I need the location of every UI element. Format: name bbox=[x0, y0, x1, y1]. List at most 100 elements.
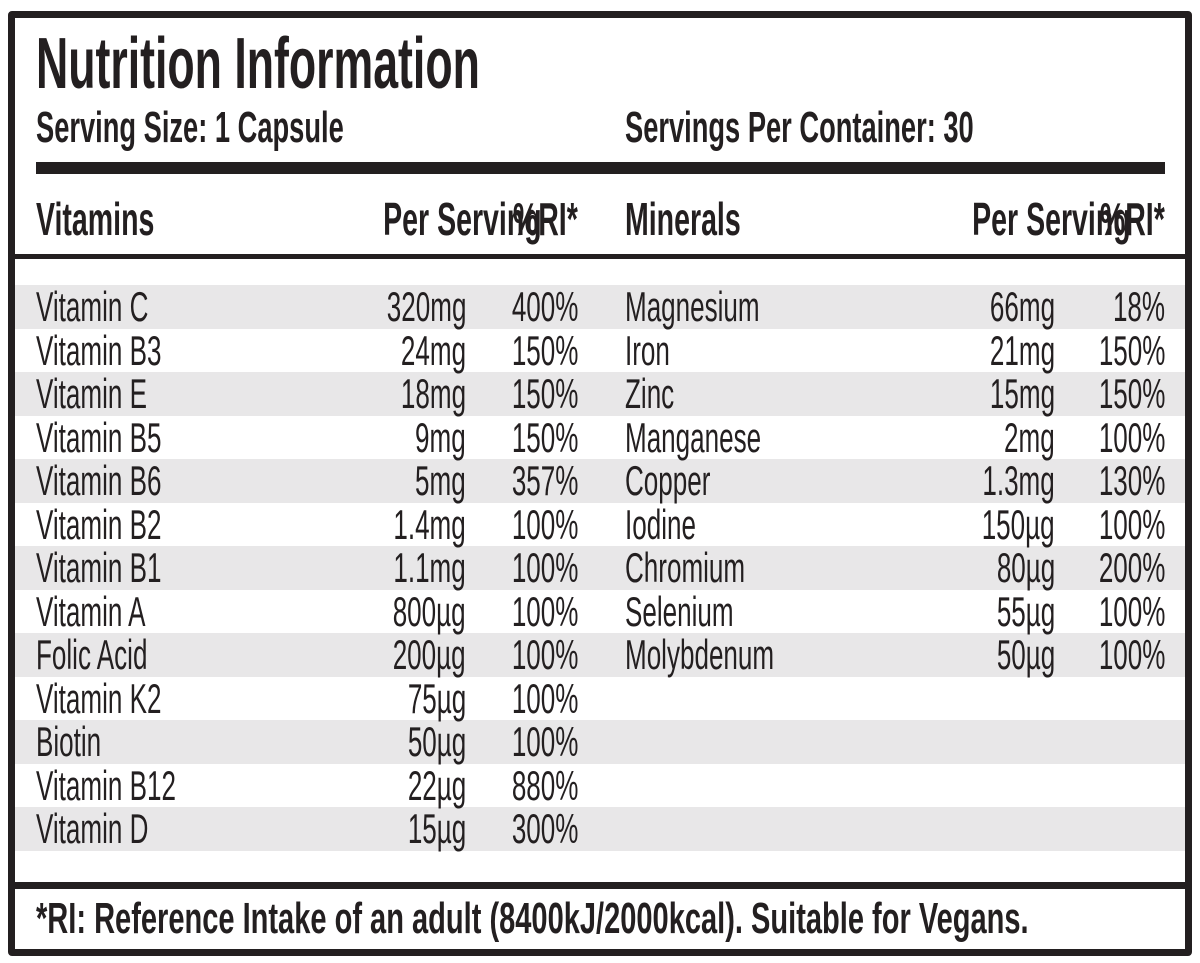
ri-column-header: %RI* bbox=[1100, 193, 1165, 245]
vitamin-name: Vitamin D bbox=[36, 805, 149, 852]
vitamin-amount: 24mg bbox=[400, 326, 466, 374]
table-row: Vitamin B2 1.4mg 100% Iodine 150µg 100% bbox=[15, 500, 1185, 548]
nutrition-label: Nutrition Information Serving Size: 1 Ca… bbox=[8, 11, 1192, 956]
footer-divider bbox=[15, 881, 1185, 889]
mineral-amount: 1.3mg bbox=[982, 457, 1055, 504]
vitamin-cells: Vitamin C 320mg 400% bbox=[36, 285, 578, 329]
label-header: Nutrition Information Serving Size: 1 Ca… bbox=[15, 18, 1185, 152]
vitamin-ri: 100% bbox=[511, 674, 578, 722]
vitamin-name: Vitamin B1 bbox=[36, 544, 162, 591]
mineral-amount: 55µg bbox=[996, 587, 1055, 635]
table-row: Vitamin A 800µg 100% Selenium 55µg 100% bbox=[15, 587, 1185, 635]
table-row: Vitamin K2 75µg 100% bbox=[15, 674, 1185, 722]
vitamin-cells: Vitamin D 15µg 300% bbox=[36, 807, 578, 851]
vitamin-cells: Vitamin B3 24mg 150% bbox=[36, 326, 578, 374]
vitamin-ri: 150% bbox=[511, 413, 578, 461]
vitamins-header-group: Vitamins Per Serving %RI* bbox=[36, 196, 578, 242]
table-rows: Vitamin C 320mg 400% Magnesium 66mg 18% … bbox=[15, 285, 1185, 851]
mineral-cells bbox=[625, 720, 1165, 764]
reference-intake-note: *RI: Reference Intake of an adult (8400k… bbox=[36, 894, 1029, 943]
mineral-amount: 15mg bbox=[989, 370, 1055, 417]
mineral-name: Chromium bbox=[625, 544, 746, 591]
vitamin-ri: 100% bbox=[511, 544, 578, 591]
vitamin-cells: Vitamin E 18mg 150% bbox=[36, 372, 578, 416]
vitamin-cells: Vitamin K2 75µg 100% bbox=[36, 674, 578, 722]
mineral-ri: 200% bbox=[1098, 544, 1165, 591]
vitamin-amount: 1.4mg bbox=[393, 500, 466, 548]
vitamin-ri: 150% bbox=[511, 326, 578, 374]
mineral-name: Copper bbox=[625, 457, 711, 504]
minerals-header-group: Minerals Per Serving %RI* bbox=[625, 196, 1165, 242]
mineral-amount: 50µg bbox=[996, 631, 1055, 678]
vitamin-ri: 400% bbox=[511, 283, 578, 330]
footer: *RI: Reference Intake of an adult (8400k… bbox=[15, 889, 1185, 950]
mineral-ri: 100% bbox=[1098, 500, 1165, 548]
vitamin-name: Vitamin B12 bbox=[36, 761, 176, 809]
vitamin-amount: 5mg bbox=[415, 457, 466, 504]
vitamin-amount: 50µg bbox=[407, 718, 466, 765]
vitamin-ri: 300% bbox=[511, 805, 578, 852]
vitamin-amount: 18mg bbox=[400, 370, 466, 417]
table-row: Vitamin B5 9mg 150% Manganese 2mg 100% bbox=[15, 413, 1185, 461]
mineral-name: Zinc bbox=[625, 370, 675, 417]
vitamin-ri: 880% bbox=[511, 761, 578, 809]
vitamin-name: Vitamin B2 bbox=[36, 500, 162, 548]
vitamin-name: Folic Acid bbox=[36, 631, 148, 678]
mineral-cells: Zinc 15mg 150% bbox=[625, 372, 1165, 416]
mineral-cells bbox=[625, 807, 1165, 851]
vitamin-name: Biotin bbox=[36, 718, 102, 765]
table-row: Vitamin B3 24mg 150% Iron 21mg 150% bbox=[15, 326, 1185, 374]
vitamin-name: Vitamin K2 bbox=[36, 674, 162, 722]
page-title: Nutrition Information bbox=[36, 28, 1165, 100]
table-gap bbox=[578, 196, 625, 242]
vitamin-cells: Vitamin B1 1.1mg 100% bbox=[36, 546, 578, 590]
mineral-ri: 100% bbox=[1098, 587, 1165, 635]
mineral-amount: 80µg bbox=[996, 544, 1055, 591]
vitamin-amount: 15µg bbox=[407, 805, 466, 852]
table-row: Folic Acid 200µg 100% Molybdenum 50µg 10… bbox=[15, 633, 1185, 677]
vitamin-amount: 9mg bbox=[415, 413, 466, 461]
vitamin-ri: 357% bbox=[511, 457, 578, 504]
vitamin-ri: 100% bbox=[511, 631, 578, 678]
mineral-ri: 100% bbox=[1098, 631, 1165, 678]
vitamin-cells: Vitamin B6 5mg 357% bbox=[36, 459, 578, 503]
vitamin-cells: Vitamin A 800µg 100% bbox=[36, 587, 578, 635]
table-row: Vitamin E 18mg 150% Zinc 15mg 150% bbox=[15, 372, 1185, 416]
mineral-cells bbox=[625, 764, 1165, 808]
vitamin-cells: Folic Acid 200µg 100% bbox=[36, 633, 578, 677]
vitamin-cells: Vitamin B12 22µg 880% bbox=[36, 761, 578, 809]
mineral-ri: 18% bbox=[1112, 283, 1165, 330]
vitamin-amount: 320mg bbox=[386, 283, 466, 330]
table-row: Vitamin B12 22µg 880% bbox=[15, 761, 1185, 809]
mineral-name: Iron bbox=[625, 326, 670, 374]
per-serving-column-header: Per Serving bbox=[972, 193, 1131, 245]
mineral-cells: Copper 1.3mg 130% bbox=[625, 459, 1165, 503]
mineral-cells: Iodine 150µg 100% bbox=[625, 500, 1165, 548]
serving-size: Serving Size: 1 Capsule bbox=[36, 103, 344, 152]
vitamin-amount: 75µg bbox=[407, 674, 466, 722]
table-row: Biotin 50µg 100% bbox=[15, 720, 1185, 764]
table-row: Vitamin C 320mg 400% Magnesium 66mg 18% bbox=[15, 285, 1185, 329]
servings-per-container: Servings Per Container: 30 bbox=[625, 103, 974, 152]
ri-column-header: %RI* bbox=[513, 193, 578, 245]
vitamin-amount: 22µg bbox=[407, 761, 466, 809]
mineral-amount: 66mg bbox=[989, 283, 1055, 330]
vitamin-name: Vitamin E bbox=[36, 370, 147, 417]
vitamin-amount: 200µg bbox=[393, 631, 466, 678]
mineral-ri: 130% bbox=[1098, 457, 1165, 504]
vitamin-ri: 100% bbox=[511, 718, 578, 765]
vitamin-name: Vitamin A bbox=[36, 587, 146, 635]
vitamin-ri: 150% bbox=[511, 370, 578, 417]
table-row: Vitamin B1 1.1mg 100% Chromium 80µg 200% bbox=[15, 546, 1185, 590]
serving-info-row: Serving Size: 1 Capsule Servings Per Con… bbox=[36, 104, 1165, 152]
mineral-name: Iodine bbox=[625, 500, 696, 548]
thick-divider bbox=[36, 162, 1165, 174]
vitamin-name: Vitamin C bbox=[36, 283, 149, 330]
mineral-name: Manganese bbox=[625, 413, 762, 461]
vitamin-name: Vitamin B3 bbox=[36, 326, 162, 374]
mineral-amount: 2mg bbox=[1004, 413, 1055, 461]
vitamin-amount: 800µg bbox=[393, 587, 466, 635]
vitamin-cells: Vitamin B5 9mg 150% bbox=[36, 413, 578, 461]
mineral-name: Selenium bbox=[625, 587, 734, 635]
vitamin-name: Vitamin B5 bbox=[36, 413, 162, 461]
